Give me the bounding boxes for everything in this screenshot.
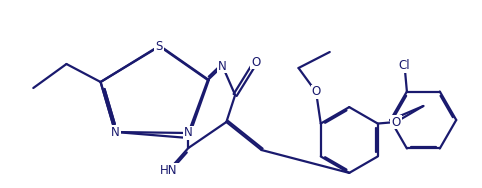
Text: O: O [311,86,321,99]
Text: O: O [391,115,401,129]
Text: S: S [155,39,163,52]
Text: N: N [218,59,227,73]
Text: HN: HN [160,164,177,177]
Text: N: N [111,126,120,139]
Text: O: O [251,55,260,68]
Text: Cl: Cl [399,59,410,72]
Text: N: N [184,127,193,139]
